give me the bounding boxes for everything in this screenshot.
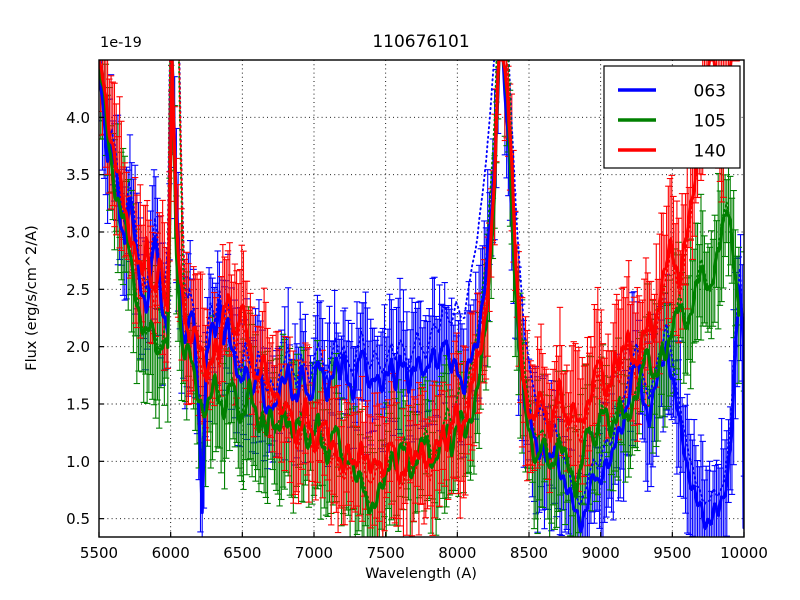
y-tick-label: 3.0 — [66, 223, 90, 241]
x-tick-label: 8000 — [438, 544, 476, 562]
x-tick-label: 9000 — [582, 544, 620, 562]
plot-title: 110676101 — [372, 32, 469, 52]
x-tick-label: 6500 — [223, 544, 261, 562]
legend-label-063: 063 — [694, 82, 726, 102]
axes-frame — [98, 59, 745, 538]
data-series-layer — [99, 60, 744, 537]
y-axis-label: Flux (erg/s/cm^2/A) — [24, 225, 40, 371]
x-tick-label: 6000 — [152, 544, 190, 562]
model-curve-063 — [99, 60, 744, 511]
legend-label-105: 105 — [694, 112, 726, 132]
y-axis-ticks: 0.5 1.0 1.5 2.0 2.5 3.0 3.5 4.0 — [66, 109, 104, 528]
x-axis-label: Wavelength (A) — [365, 566, 477, 582]
y-tick-label: 3.5 — [66, 166, 90, 184]
y-tick-label: 1.0 — [66, 453, 90, 471]
x-tick-label: 7000 — [295, 544, 333, 562]
x-tick-label: 7500 — [367, 544, 405, 562]
spectrum-line-140 — [99, 60, 741, 483]
legend-label-140: 140 — [694, 142, 726, 162]
y-tick-label: 1.5 — [66, 395, 90, 413]
y-tick-label: 2.5 — [66, 281, 90, 299]
x-tick-label: 9500 — [653, 544, 691, 562]
y-tick-label: 0.5 — [66, 510, 90, 528]
y-tick-label: 2.0 — [66, 338, 90, 356]
y-tick-label: 4.0 — [66, 109, 90, 127]
y-axis-offset-text: 1e-19 — [100, 35, 142, 51]
x-axis-ticks: 5500 6000 6500 7000 7500 8000 8500 9000 9500 1000… — [80, 532, 768, 562]
x-tick-label: 10000 — [720, 544, 768, 562]
legend[interactable]: 063 105 140 — [603, 65, 741, 169]
x-tick-label: 5500 — [80, 544, 118, 562]
x-tick-label: 8500 — [510, 544, 548, 562]
